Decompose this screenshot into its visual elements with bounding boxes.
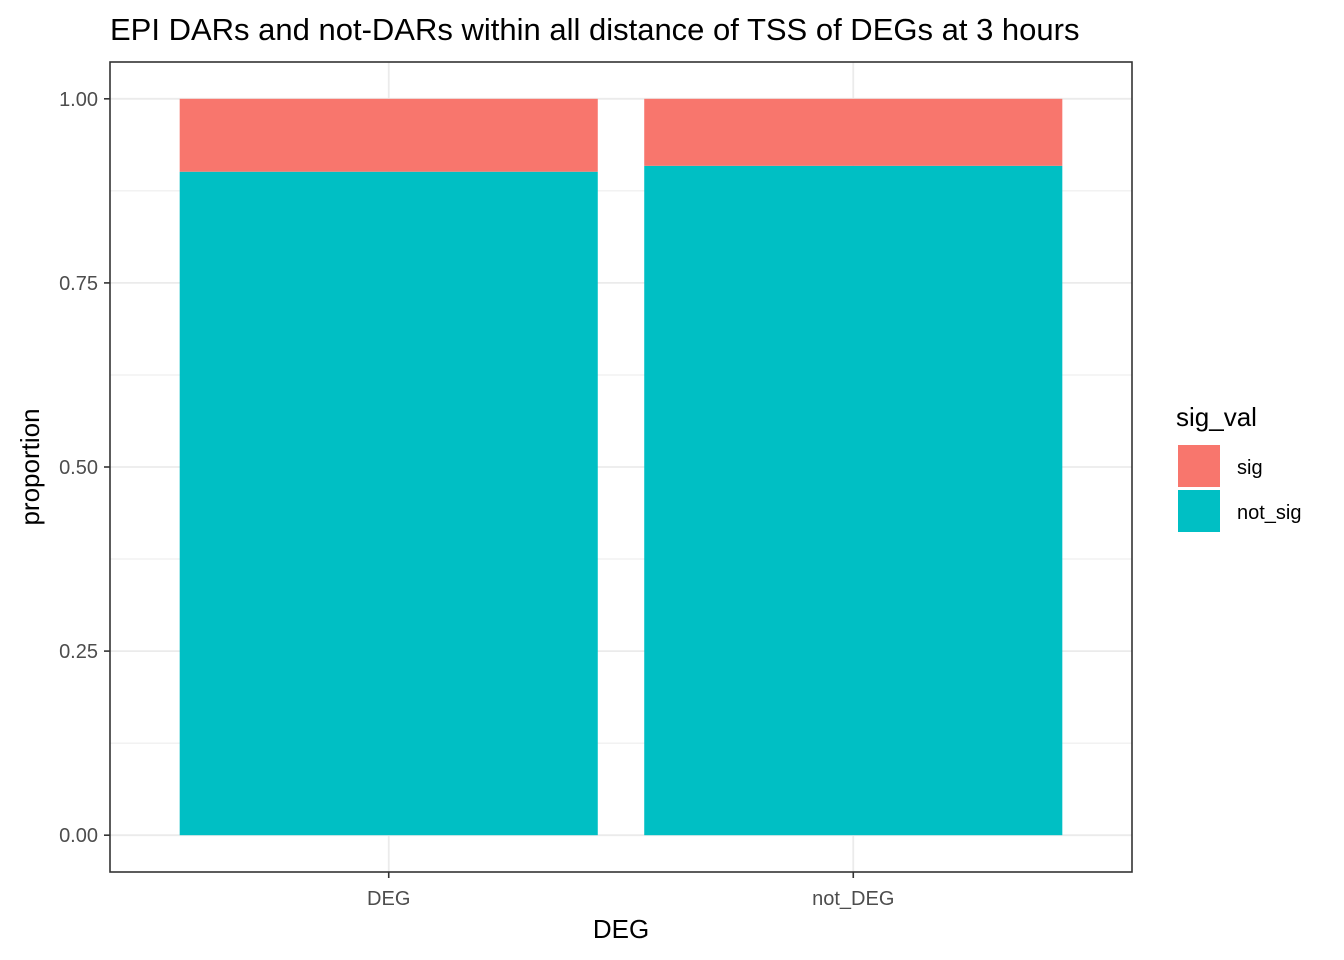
legend-label-sig: sig bbox=[1237, 457, 1263, 479]
bar-sig-not_DEG bbox=[644, 98, 1063, 166]
bars bbox=[179, 98, 1063, 836]
legend-items: sig not_sig bbox=[1178, 445, 1302, 532]
y-tick-label: 0.50 bbox=[59, 457, 98, 479]
x-axis: DEG not_DEG bbox=[367, 872, 894, 910]
legend-title: sig_val bbox=[1176, 402, 1257, 432]
plot-panel bbox=[109, 61, 1133, 873]
x-tick-label: not_DEG bbox=[812, 888, 894, 910]
legend-label-not_sig: not_sig bbox=[1237, 502, 1302, 524]
bar-not_sig-not_DEG bbox=[644, 165, 1063, 836]
y-axis: 0.00 0.25 0.50 0.75 1.00 bbox=[59, 89, 110, 847]
x-axis-title: DEG bbox=[593, 914, 649, 944]
x-tick-label: DEG bbox=[367, 888, 410, 910]
y-tick-label: 0.00 bbox=[59, 825, 98, 847]
legend-key-not_sig bbox=[1178, 490, 1220, 532]
y-tick-label: 1.00 bbox=[59, 89, 98, 111]
legend: sig_val sig not_sig bbox=[1176, 402, 1302, 532]
bar-not_sig-DEG bbox=[179, 171, 598, 836]
chart-title: EPI DARs and not-DARs within all distanc… bbox=[110, 12, 1079, 47]
legend-key-sig bbox=[1178, 445, 1220, 487]
bar-sig-DEG bbox=[179, 98, 598, 172]
y-axis-title: proportion bbox=[15, 408, 45, 525]
y-tick-label: 0.75 bbox=[59, 273, 98, 295]
y-tick-label: 0.25 bbox=[59, 641, 98, 663]
